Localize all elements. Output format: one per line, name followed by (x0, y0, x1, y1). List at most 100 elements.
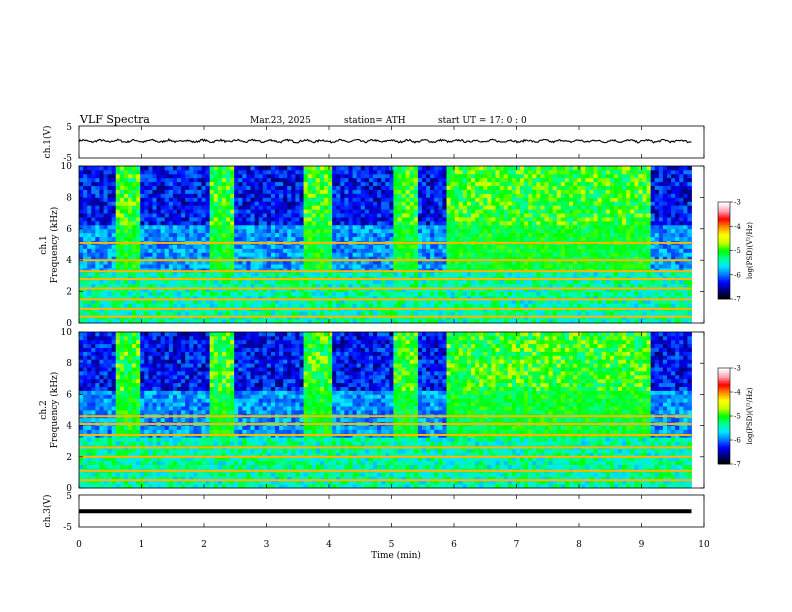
spectrogram-cell (144, 220, 149, 226)
spectrogram-cell (495, 181, 500, 187)
spectrogram-cell (499, 177, 505, 183)
spectrogram-cell (352, 224, 358, 230)
spectrogram-cell (438, 279, 443, 285)
spectrogram-cell (238, 236, 243, 241)
spectrogram-cell (479, 193, 484, 198)
spectrogram-cell (520, 228, 525, 234)
spectrogram-cell (450, 236, 456, 241)
spectrogram-cell (83, 248, 88, 253)
spectrogram-cell (91, 228, 96, 234)
spectrogram-cell (140, 197, 145, 202)
spectrogram-cell (185, 193, 190, 198)
spectrogram-cell (373, 295, 378, 300)
spectrogram-cell (283, 311, 288, 316)
spectrogram-cell (291, 166, 296, 171)
spectrogram-cell (172, 220, 178, 226)
spectrogram-cell (426, 248, 431, 253)
spectrogram-cell (172, 236, 178, 241)
spectrogram-cell (577, 232, 582, 238)
spectrogram-cell (250, 213, 255, 218)
spectrogram-cell (177, 319, 182, 324)
spectrogram-cell (401, 252, 407, 257)
spectrogram-cell (230, 173, 235, 179)
spectrogram-cell (79, 256, 84, 261)
spectrogram-cell (185, 177, 190, 183)
spectrogram-cell (164, 319, 170, 324)
spectrogram-cell (315, 224, 321, 230)
spectrogram-cell (475, 311, 480, 316)
spectrogram-cell (152, 169, 157, 175)
spectrogram-cell (458, 213, 464, 218)
spectrogram-cell (177, 213, 182, 218)
spectrogram-cell (332, 303, 337, 308)
spectrogram-cell (160, 224, 166, 230)
spectrogram-cell (242, 169, 247, 175)
spectrogram-cell (511, 287, 517, 293)
spectrogram-cell (217, 287, 223, 293)
spectrogram-cell (279, 236, 284, 241)
spectrogram-cell (520, 283, 525, 289)
spectrogram-cell (283, 185, 288, 190)
spectrogram-cell (438, 319, 443, 324)
spectrogram-cell (128, 213, 133, 218)
spectrogram-cell (197, 217, 202, 222)
spectrogram-cell (168, 295, 174, 300)
spectrogram-cell (209, 213, 215, 218)
spectrogram-cell (536, 252, 541, 257)
spectrogram-cell (217, 209, 223, 214)
spectrogram-cell (152, 197, 157, 202)
spectrogram-cell (503, 287, 509, 293)
spectrogram-cell (462, 303, 468, 308)
spectrogram-cell (189, 311, 194, 316)
spectrogram-cell (381, 244, 386, 249)
spectrogram-cell (401, 303, 407, 308)
spectrogram-cell (115, 232, 121, 238)
spectrogram-cell (128, 279, 133, 285)
spectrogram-cell (217, 181, 223, 187)
spectrogram-cell (221, 319, 227, 324)
spectrogram-cell (83, 232, 88, 238)
spectrogram-cell (344, 252, 349, 257)
spectrogram-cell (438, 228, 443, 234)
spectrogram-cell (340, 228, 345, 234)
spectrogram-cell (466, 213, 472, 218)
spectrogram-cell (368, 189, 374, 194)
spectrogram-cell (381, 228, 386, 234)
spectrogram-cell (87, 224, 92, 230)
spectrogram-cell (364, 236, 370, 241)
spectrogram-cell (442, 209, 447, 214)
spectrogram-cell (360, 193, 366, 198)
spectrogram-cell (368, 252, 374, 257)
spectrogram-cell (377, 193, 382, 198)
spectrogram-cell (511, 232, 517, 238)
spectrogram-cell (405, 252, 411, 257)
spectrogram-cell (564, 169, 570, 175)
spectrogram-cell (564, 236, 570, 241)
spectrogram-cell (368, 181, 374, 187)
spectrogram-cell (487, 205, 492, 210)
spectrogram-cell (364, 271, 370, 277)
spectrogram-cell (356, 193, 362, 198)
spectrogram-cell (201, 299, 206, 304)
spectrogram-cell (250, 287, 255, 293)
spectrogram-cell (238, 213, 243, 218)
spectrogram-cell (393, 185, 398, 190)
spectrogram-cell (401, 169, 407, 175)
spectrogram-cell (430, 224, 435, 230)
spectrogram-cell (115, 311, 121, 316)
spectrogram-cell (426, 166, 431, 171)
spectrogram-cell (279, 271, 284, 277)
spectrogram-cell (430, 271, 435, 277)
spectrogram-cell (528, 264, 533, 269)
spectrogram-cell (242, 173, 247, 179)
spectrogram-cell (503, 166, 509, 171)
spectrogram-cell (487, 311, 492, 316)
spectrogram-cell (585, 220, 590, 226)
spectrogram-cell (132, 283, 137, 289)
spectrogram-cell (573, 279, 578, 285)
spectrogram-cell (324, 232, 329, 238)
spectrogram-cell (246, 205, 251, 210)
spectrogram-cell (438, 220, 443, 226)
spectrogram-cell (564, 252, 570, 257)
spectrogram-cell (91, 311, 96, 316)
